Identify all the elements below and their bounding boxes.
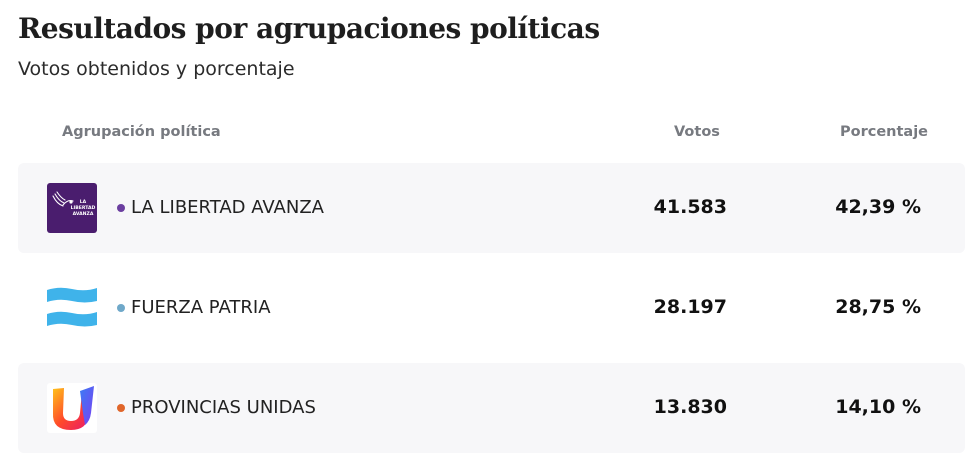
party-color-dot <box>117 204 125 212</box>
table-row: PROVINCIAS UNIDAS 13.830 14,10 % <box>18 363 965 453</box>
page-title: Resultados por agrupaciones políticas <box>18 12 600 45</box>
table-row: FUERZA PATRIA 28.197 28,75 % <box>18 263 965 353</box>
party-color-dot <box>117 304 125 312</box>
party-votes: 28.197 <box>653 296 727 318</box>
fuerza-patria-logo <box>47 283 97 333</box>
la-libertad-avanza-logo: LA LIBERTAD AVANZA <box>47 183 97 233</box>
column-header-percentage: Porcentaje <box>840 124 929 140</box>
party-name: PROVINCIAS UNIDAS <box>131 397 316 418</box>
party-color-dot <box>117 404 125 412</box>
svg-text:LA: LA <box>80 199 87 205</box>
party-votes: 41.583 <box>653 196 727 218</box>
party-name: FUERZA PATRIA <box>131 297 271 318</box>
party-votes: 13.830 <box>653 396 727 418</box>
table-row: LA LIBERTAD AVANZA LA LIBERTAD AVANZA 41… <box>18 163 965 253</box>
page-subtitle: Votos obtenidos y porcentaje <box>18 58 295 80</box>
column-header-votes: Votos <box>674 124 720 140</box>
party-percentage: 42,39 % <box>835 196 921 218</box>
provincias-unidas-logo <box>47 383 97 433</box>
party-percentage: 14,10 % <box>835 396 921 418</box>
svg-text:AVANZA: AVANZA <box>73 211 94 217</box>
party-name: LA LIBERTAD AVANZA <box>131 197 324 218</box>
svg-text:LIBERTAD: LIBERTAD <box>71 205 96 211</box>
party-percentage: 28,75 % <box>835 296 921 318</box>
column-header-party: Agrupación política <box>62 124 221 140</box>
